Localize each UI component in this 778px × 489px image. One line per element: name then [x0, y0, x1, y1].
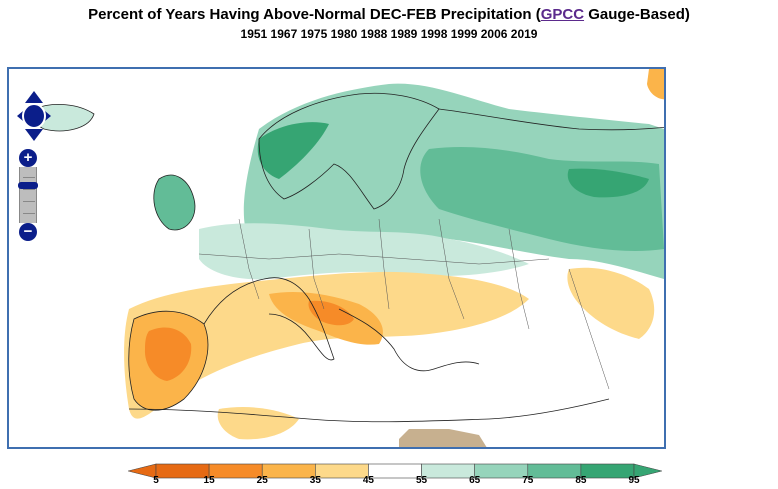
above-normal-areas — [32, 83, 664, 280]
norway-green-dark — [257, 122, 329, 179]
years-subtitle: 1951 1967 1975 1980 1988 1989 1998 1999 … — [240, 27, 538, 41]
russia-dark-band — [567, 168, 649, 198]
iberia-dark-orange — [144, 327, 192, 381]
pan-down-arrow[interactable] — [25, 129, 43, 141]
map-viewport[interactable]: + − — [7, 67, 666, 449]
legend-label: 65 — [469, 475, 481, 486]
legend-label: 55 — [415, 475, 428, 486]
pan-center[interactable] — [22, 103, 46, 129]
zoom-out-button[interactable]: − — [19, 223, 37, 241]
legend-label: 45 — [362, 475, 374, 486]
zoom-control: + − — [18, 149, 40, 241]
title-prefix: Percent of Years Having Above-Normal DEC… — [88, 6, 541, 23]
uk-green — [153, 175, 195, 230]
zoom-slider-handle[interactable] — [18, 181, 38, 189]
zoom-in-button[interactable]: + — [19, 149, 37, 167]
country-borders — [198, 218, 610, 390]
precipitation-map — [31, 69, 664, 447]
pan-arrows-icon[interactable] — [17, 91, 51, 141]
middle-east-yellow — [567, 267, 655, 339]
coastlines — [31, 92, 664, 423]
below-normal-areas — [124, 69, 664, 440]
legend-label: 15 — [203, 475, 215, 486]
color-legend — [128, 463, 662, 479]
zoom-slider-track[interactable] — [18, 167, 38, 223]
legend-label: 25 — [256, 475, 268, 486]
sahara-land-patch — [399, 429, 487, 447]
pan-up-arrow[interactable] — [25, 91, 43, 103]
balkans-dark-orange — [308, 300, 354, 326]
zoom-tick — [23, 213, 35, 214]
zoom-tick — [23, 189, 35, 190]
legend-label: 85 — [575, 475, 587, 486]
gpcc-link[interactable]: GPCC — [540, 6, 585, 23]
zoom-tick — [23, 201, 35, 202]
legend-label: 5 — [153, 475, 159, 486]
legend-label: 95 — [628, 475, 640, 486]
title-suffix: Gauge-Based) — [584, 6, 690, 23]
map-title: Percent of Years Having Above-Normal DEC… — [0, 6, 778, 23]
legend-high-arrow — [633, 463, 662, 479]
zoom-tick — [23, 177, 35, 178]
northeast-russia-orange — [647, 69, 664, 100]
legend-label: 35 — [309, 475, 321, 486]
legend-labels: 5 15 25 35 45 55 65 75 85 95 — [128, 475, 662, 489]
pan-control[interactable] — [17, 91, 51, 141]
north-africa-yellow — [217, 407, 299, 440]
iceland-green — [32, 104, 94, 131]
legend-label: 75 — [522, 475, 534, 486]
south-europe-yellow — [124, 271, 529, 419]
